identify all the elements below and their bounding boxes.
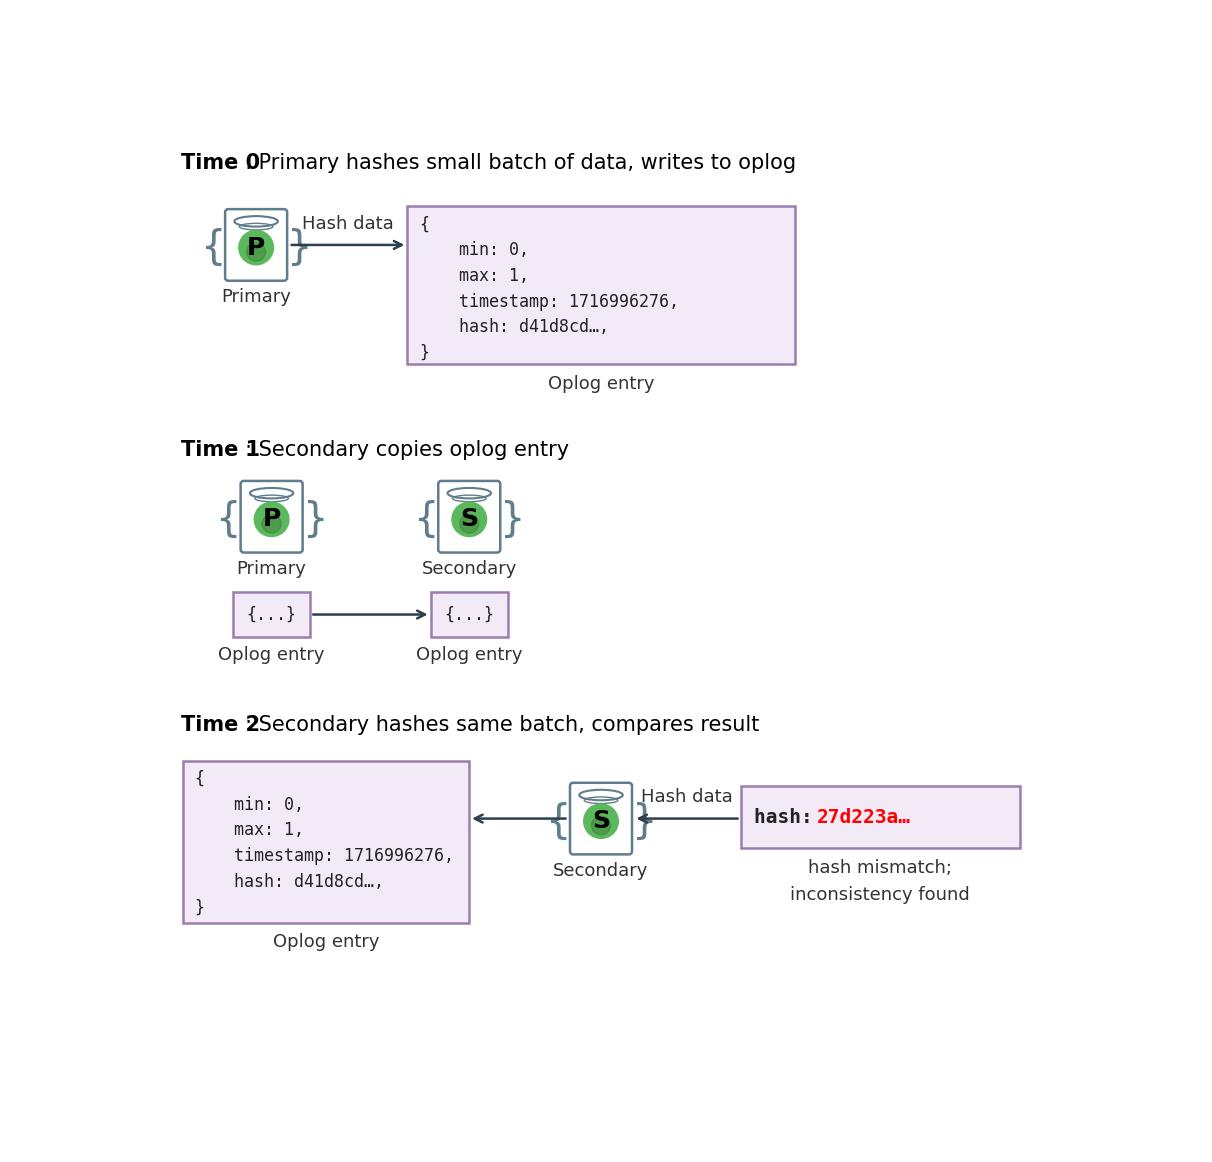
Text: }: } <box>501 500 526 540</box>
Text: {...}: {...} <box>445 605 494 624</box>
Text: Oplog entry: Oplog entry <box>416 646 522 665</box>
Text: {...}: {...} <box>246 605 297 624</box>
Text: {
    min: 0,
    max: 1,
    timestamp: 1716996276,
    hash: d41d8cd…,
}: { min: 0, max: 1, timestamp: 1716996276,… <box>419 216 679 363</box>
Circle shape <box>584 804 618 839</box>
Ellipse shape <box>579 790 623 801</box>
Circle shape <box>459 515 479 533</box>
Text: Secondary: Secondary <box>554 862 648 880</box>
Text: {: { <box>200 228 225 268</box>
FancyBboxPatch shape <box>570 783 631 854</box>
Text: : Secondary hashes same batch, compares result: : Secondary hashes same batch, compares … <box>245 715 760 734</box>
Text: {: { <box>544 802 570 841</box>
Text: inconsistency found: inconsistency found <box>790 887 970 904</box>
Text: {
    min: 0,
    max: 1,
    timestamp: 1716996276,
    hash: d41d8cd…,
}: { min: 0, max: 1, timestamp: 1716996276,… <box>194 770 454 917</box>
Text: Oplog entry: Oplog entry <box>548 375 654 393</box>
Circle shape <box>246 243 265 261</box>
Text: Time 2: Time 2 <box>181 715 261 734</box>
Circle shape <box>591 816 611 835</box>
Circle shape <box>239 230 274 265</box>
Circle shape <box>255 502 288 537</box>
Ellipse shape <box>234 216 278 227</box>
FancyBboxPatch shape <box>741 787 1019 848</box>
Text: hash:: hash: <box>754 808 825 826</box>
FancyBboxPatch shape <box>225 209 287 281</box>
Circle shape <box>262 515 281 533</box>
Text: P: P <box>263 508 281 531</box>
Text: {: { <box>413 500 439 540</box>
Text: Primary: Primary <box>221 288 291 307</box>
FancyBboxPatch shape <box>439 481 501 553</box>
FancyBboxPatch shape <box>407 207 795 364</box>
Text: 27d223a…: 27d223a… <box>817 808 910 826</box>
Text: Time 0: Time 0 <box>181 152 261 172</box>
Text: S: S <box>591 809 610 833</box>
Text: Time 1: Time 1 <box>181 439 261 460</box>
Text: }: } <box>287 228 313 268</box>
Text: Hash data: Hash data <box>302 215 394 234</box>
FancyBboxPatch shape <box>241 481 303 553</box>
Text: }: } <box>631 802 657 841</box>
Ellipse shape <box>447 488 491 498</box>
Text: P: P <box>247 236 265 259</box>
FancyBboxPatch shape <box>430 593 508 637</box>
Text: Secondary: Secondary <box>422 560 518 579</box>
Text: : Secondary copies oplog entry: : Secondary copies oplog entry <box>245 439 570 460</box>
FancyBboxPatch shape <box>183 761 469 923</box>
Text: Primary: Primary <box>236 560 307 579</box>
Circle shape <box>452 502 486 537</box>
Text: Oplog entry: Oplog entry <box>273 933 379 952</box>
Text: S: S <box>461 508 479 531</box>
Text: : Primary hashes small batch of data, writes to oplog: : Primary hashes small batch of data, wr… <box>245 152 796 172</box>
Text: }: } <box>303 500 328 540</box>
Text: hash mismatch;: hash mismatch; <box>808 859 951 876</box>
Ellipse shape <box>250 488 293 498</box>
Text: {: { <box>216 500 241 540</box>
Text: Oplog entry: Oplog entry <box>218 646 325 665</box>
FancyBboxPatch shape <box>233 593 310 637</box>
Text: Hash data: Hash data <box>641 788 733 806</box>
